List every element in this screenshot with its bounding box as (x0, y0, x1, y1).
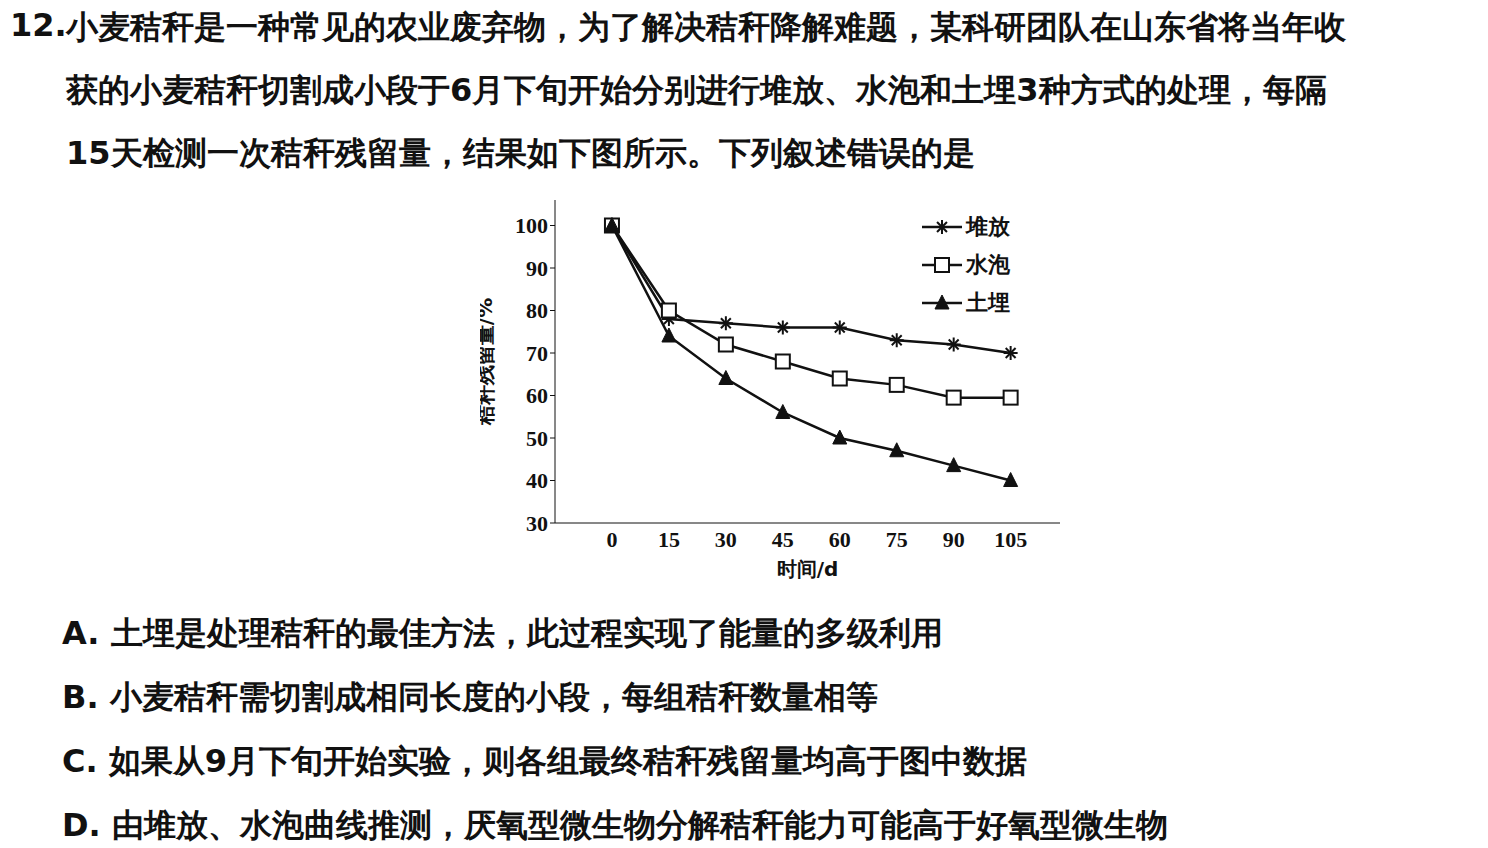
svg-text:40: 40 (526, 468, 548, 493)
svg-text:50: 50 (526, 426, 548, 451)
svg-text:105: 105 (994, 527, 1027, 552)
svg-text:30: 30 (715, 527, 737, 552)
html-text:B. 小麦秸秆需切割成相同长度的小段，每组秸秆数量相等: B. 小麦秸秆需切割成相同长度的小段，每组秸秆数量相等 (62, 678, 878, 716)
svg-text:60: 60 (526, 383, 548, 408)
html-text:水泡: 水泡 (966, 252, 1010, 277)
html-text:土埋: 土埋 (966, 290, 1010, 315)
html-text:堆放: 堆放 (966, 214, 1010, 239)
svg-text:90: 90 (526, 256, 548, 281)
svg-text:0: 0 (606, 527, 617, 552)
html-text:15天检测一次秸秆残留量，结果如下图所示。下列叙述错误的是: 15天检测一次秸秆残留量，结果如下图所示。下列叙述错误的是 (66, 134, 975, 172)
svg-text:75: 75 (886, 527, 908, 552)
html-text:D. 由堆放、水泡曲线推测，厌氧型微生物分解秸秆能力可能高于: D. 由堆放、水泡曲线推测，厌氧型微生物分解秸秆能力可能高于好氧型微生物 (62, 806, 1168, 844)
svg-text:45: 45 (772, 527, 794, 552)
svg-text:100: 100 (515, 213, 548, 238)
svg-text:15: 15 (658, 527, 680, 552)
svg-text:70: 70 (526, 341, 548, 366)
html-text:12.小麦秸秆是一种常见的农业废弃物，为了解决秸秆降解难题，: 12.小麦秸秆是一种常见的农业废弃物，为了解决秸秆降解难题，某科研团队在山东省将… (10, 6, 1346, 46)
svg-text:60: 60 (829, 527, 851, 552)
svg-text:时间/d: 时间/d (777, 557, 839, 581)
svg-text:90: 90 (943, 527, 965, 552)
html-text:获的小麦秸秆切割成小段于6月下旬开始分别进行堆放、水泡和土埋: 获的小麦秸秆切割成小段于6月下旬开始分别进行堆放、水泡和土埋3种方式的处理，每隔 (66, 71, 1327, 109)
svg-text:秸秆残留量/%: 秸秆残留量/% (480, 298, 497, 426)
svg-text:30: 30 (526, 511, 548, 536)
html-text:A. 土埋是处理秸秆的最佳方法，此过程实现了能量的多级利用: A. 土埋是处理秸秆的最佳方法，此过程实现了能量的多级利用 (62, 614, 943, 652)
html-text:C. 如果从9月下旬开始实验，则各组最终秸秆残留量均高于图中: C. 如果从9月下旬开始实验，则各组最终秸秆残留量均高于图中数据 (62, 742, 1027, 780)
svg-text:80: 80 (526, 298, 548, 323)
